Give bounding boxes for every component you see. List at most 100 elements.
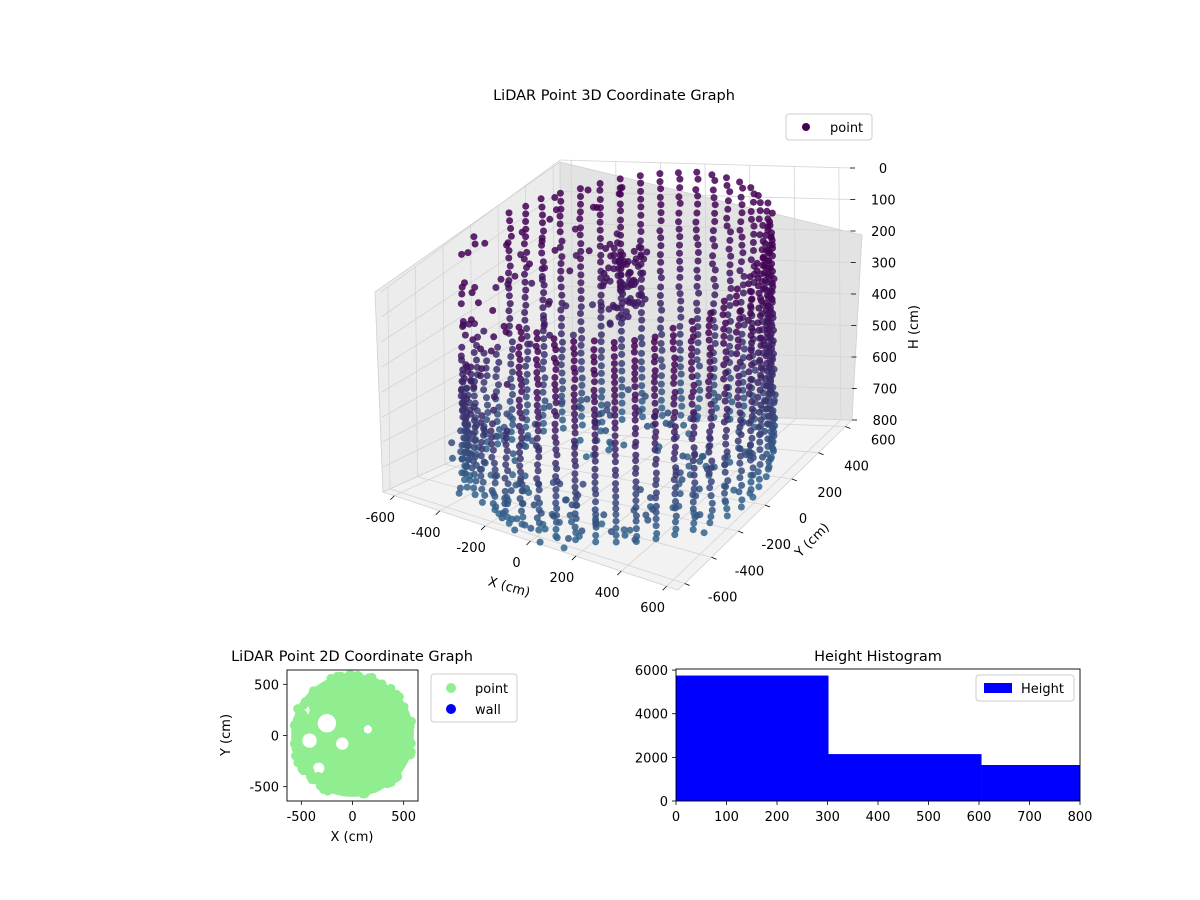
data-point-3d (641, 295, 649, 303)
data-point-3d (656, 170, 664, 178)
data-point-3d (763, 322, 771, 330)
data-point-3d (727, 374, 734, 382)
data-point-3d (748, 215, 755, 223)
data-point-3d (572, 462, 579, 470)
data-point-3d (467, 377, 475, 384)
data-point-3d (591, 472, 599, 480)
data-point-3d (723, 505, 731, 513)
data-point-3d (676, 199, 684, 207)
data-point-3d (585, 247, 593, 255)
data-point-3d (535, 413, 543, 421)
data-point-3d (709, 186, 717, 194)
data-point-3d (470, 349, 478, 356)
data-point-3d (509, 471, 517, 479)
data-point-3d (761, 261, 768, 269)
data-point-3d (570, 404, 578, 411)
data-point-3d (556, 220, 564, 228)
data-point-3d (764, 465, 772, 473)
data-point-3d (557, 330, 565, 338)
data-point-3d (711, 218, 719, 225)
data-point-3d (461, 331, 469, 339)
data-point-3d (541, 397, 549, 405)
data-point-3d (557, 260, 565, 267)
data-point-3d (759, 453, 766, 461)
data-point-3d (598, 347, 605, 354)
data-point-3d (518, 381, 525, 389)
data-point-3d (652, 408, 660, 415)
data-point-3d (505, 209, 513, 217)
y-tick-label-hist: 6000 (635, 664, 668, 679)
data-point-3d (710, 194, 718, 202)
data-point-3d (501, 487, 509, 495)
data-point-3d (470, 470, 478, 478)
data-point-3d (745, 419, 753, 427)
data-point-3d (764, 257, 772, 265)
data-point-3d (577, 341, 585, 349)
x-tick-label-hist: 400 (866, 810, 891, 825)
data-point-3d (724, 205, 732, 213)
data-point-3d (620, 258, 628, 265)
data-point-3d (720, 332, 728, 340)
data-point-3d (672, 498, 679, 505)
data-point-3d (696, 386, 704, 394)
data-point-3d (571, 470, 579, 478)
data-point-3d (657, 217, 665, 225)
data-point-2d (323, 786, 333, 796)
data-point-3d (755, 475, 763, 483)
data-point-3d (690, 485, 698, 493)
data-point-3d (525, 489, 533, 496)
data-point-3d (709, 235, 717, 243)
data-point-3d (637, 228, 645, 235)
data-point-3d (710, 275, 718, 283)
data-point-3d (570, 338, 578, 346)
data-point-3d (461, 402, 469, 410)
data-point-3d (511, 457, 519, 465)
data-point-3d (626, 526, 634, 534)
data-point-3d (676, 339, 684, 347)
data-point-3d (539, 365, 547, 373)
x-axis-label-3d: X (cm) (486, 574, 531, 600)
y-tick-label-hist: 0 (660, 795, 668, 810)
data-point-3d (509, 391, 516, 398)
data-point-2d (401, 718, 411, 728)
data-point-3d (722, 348, 730, 356)
data-point-3d (696, 395, 703, 403)
data-point-3d (596, 211, 604, 219)
data-point-3d (558, 408, 566, 416)
data-point-3d (477, 472, 485, 480)
data-point-3d (577, 255, 584, 263)
data-point-3d (618, 391, 626, 399)
data-point-3d (738, 467, 745, 475)
data-point-3d (709, 260, 716, 268)
data-point-3d (472, 477, 480, 485)
data-point-3d (483, 372, 491, 380)
data-point-3d (468, 464, 476, 472)
data-point-3d (631, 363, 639, 371)
data-point-3d (539, 296, 547, 304)
data-point-3d (638, 275, 645, 283)
data-point-3d (478, 412, 486, 420)
data-point-3d (458, 441, 466, 449)
data-point-3d (678, 402, 686, 410)
data-point-3d (709, 227, 717, 235)
data-point-3d (658, 372, 665, 380)
data-point-3d (676, 322, 684, 330)
y-tick-label-3d: -600 (708, 590, 738, 605)
data-point-3d (762, 231, 770, 239)
data-point-3d (611, 445, 619, 453)
data-point-3d (578, 527, 586, 535)
data-point-3d (632, 438, 640, 446)
y-tick-3d (764, 504, 771, 508)
data-point-3d (521, 316, 529, 324)
data-point-3d (720, 297, 728, 305)
data-point-3d (652, 476, 660, 483)
data-point-3d (610, 344, 618, 352)
data-point-2d (305, 771, 315, 781)
data-point-3d (590, 346, 598, 354)
data-point-3d (518, 507, 525, 515)
data-point-3d (748, 398, 756, 406)
data-point-3d (754, 393, 762, 401)
data-point-3d (637, 358, 645, 366)
data-point-3d (740, 394, 748, 402)
data-point-3d (610, 366, 618, 374)
